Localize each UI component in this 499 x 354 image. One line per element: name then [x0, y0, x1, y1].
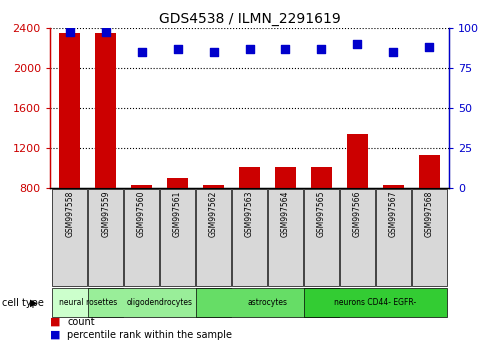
Bar: [88, 288, 231, 317]
Text: ▶: ▶: [30, 298, 38, 308]
Point: [102, 29, 110, 34]
Text: GSM997568: GSM997568: [425, 190, 434, 237]
Text: cell type: cell type: [2, 298, 44, 308]
Bar: [311, 167, 332, 188]
Point: [389, 50, 397, 55]
Text: ■: ■: [50, 317, 60, 327]
Point: [138, 50, 146, 55]
Point: [210, 50, 218, 55]
Bar: [160, 189, 195, 286]
Text: GSM997558: GSM997558: [65, 190, 74, 237]
Text: GSM997560: GSM997560: [137, 190, 146, 237]
Point: [425, 45, 433, 50]
Bar: [274, 167, 296, 188]
Bar: [59, 33, 80, 188]
Bar: [347, 134, 368, 188]
Point: [353, 41, 361, 47]
Bar: [124, 189, 159, 286]
Bar: [239, 167, 260, 188]
Bar: [203, 185, 225, 188]
Text: count: count: [67, 317, 95, 327]
Bar: [268, 189, 303, 286]
Bar: [419, 155, 440, 188]
Text: neural rosettes: neural rosettes: [58, 298, 117, 307]
Text: GSM997563: GSM997563: [245, 190, 254, 237]
Bar: [232, 189, 267, 286]
Bar: [376, 189, 411, 286]
Point: [174, 46, 182, 52]
Text: ■: ■: [50, 330, 60, 339]
Text: neurons CD44- EGFR-: neurons CD44- EGFR-: [334, 298, 417, 307]
Point: [281, 46, 289, 52]
Bar: [88, 189, 123, 286]
Text: astrocytes: astrocytes: [248, 298, 287, 307]
Bar: [304, 288, 447, 317]
Bar: [196, 189, 231, 286]
Bar: [95, 33, 116, 188]
Text: GSM997559: GSM997559: [101, 190, 110, 237]
Text: GSM997567: GSM997567: [389, 190, 398, 237]
Text: GSM997561: GSM997561: [173, 190, 182, 237]
Text: GSM997566: GSM997566: [353, 190, 362, 237]
Text: oligodendrocytes: oligodendrocytes: [127, 298, 193, 307]
Bar: [383, 185, 404, 188]
Text: GSM997562: GSM997562: [209, 190, 218, 237]
Point: [66, 29, 74, 34]
Bar: [196, 288, 339, 317]
Text: GSM997565: GSM997565: [317, 190, 326, 237]
Point: [317, 46, 325, 52]
Text: GSM997564: GSM997564: [281, 190, 290, 237]
Bar: [131, 185, 152, 188]
Bar: [340, 189, 375, 286]
Bar: [52, 189, 87, 286]
Bar: [304, 189, 339, 286]
Bar: [52, 288, 123, 317]
Point: [246, 46, 253, 52]
Text: percentile rank within the sample: percentile rank within the sample: [67, 330, 233, 339]
Bar: [412, 189, 447, 286]
Bar: [167, 178, 188, 188]
Title: GDS4538 / ILMN_2291619: GDS4538 / ILMN_2291619: [159, 12, 340, 26]
